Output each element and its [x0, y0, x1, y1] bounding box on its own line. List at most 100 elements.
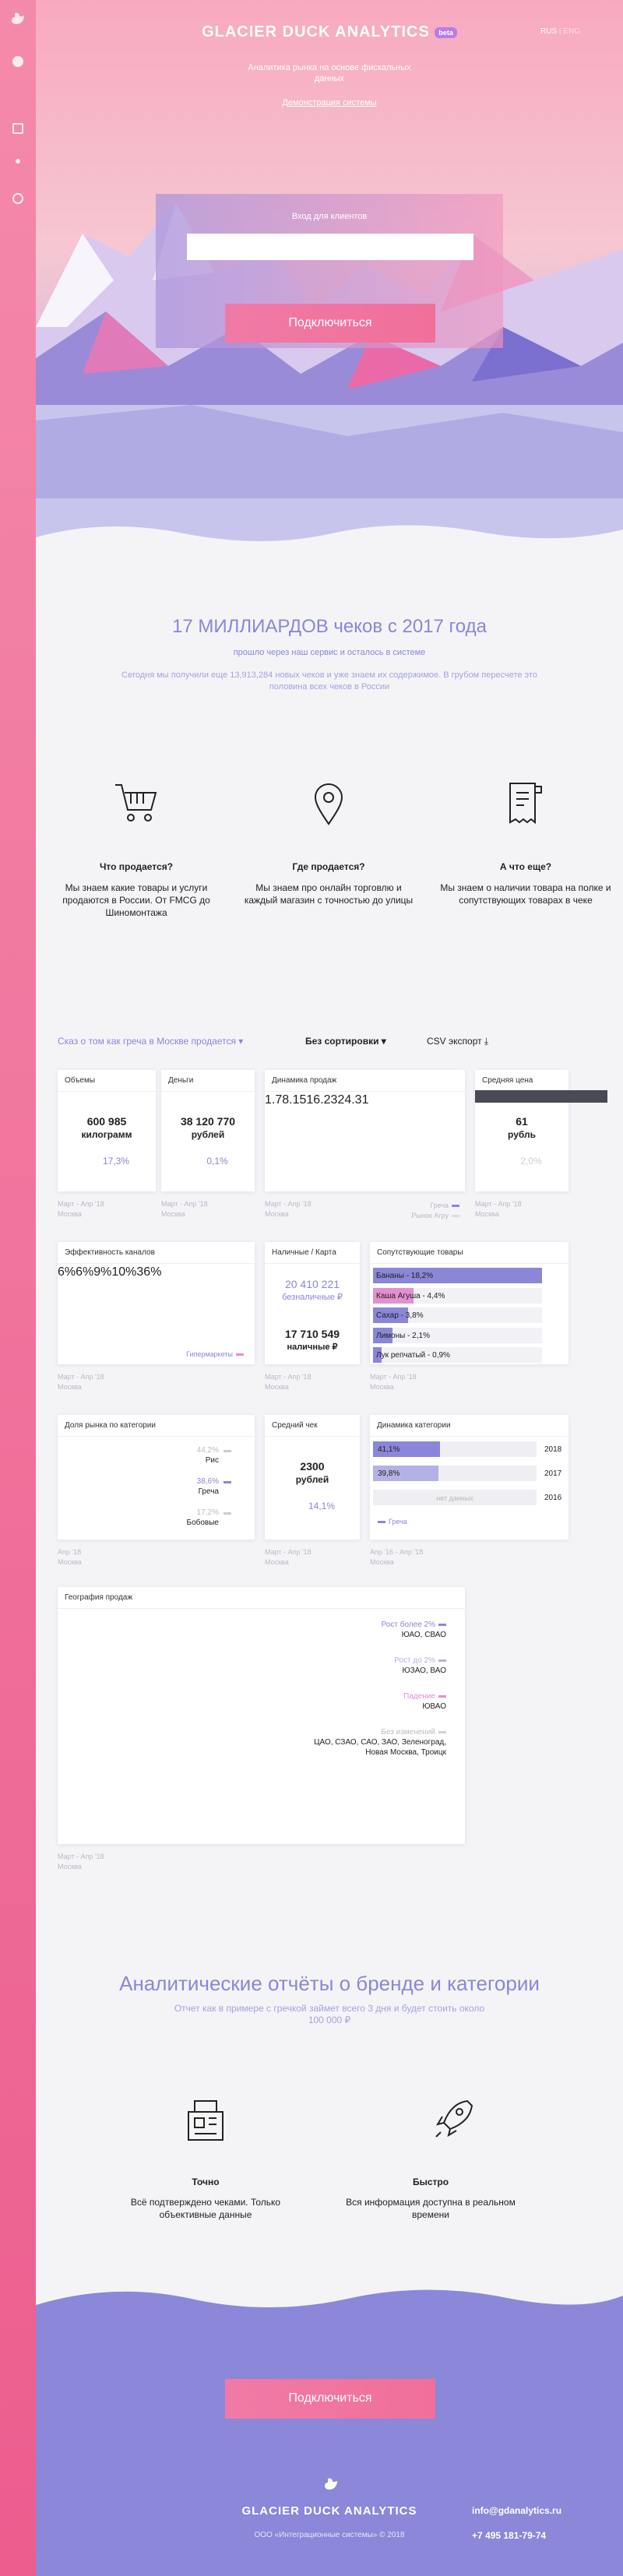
legend-swatch	[452, 1215, 459, 1218]
brand-text: GLACIER DUCK ANALYTICS	[202, 23, 430, 40]
legend-label: Греча	[389, 1518, 407, 1526]
connect-button[interactable]: Подключиться	[225, 304, 435, 343]
footer-logo	[325, 2478, 337, 2490]
lock-icon[interactable]	[12, 56, 23, 67]
share-value: 44,2%	[196, 1446, 219, 1455]
card-caption: Апр '18 Москва	[58, 1547, 82, 1568]
card: Динамика продаж 1.78.1516.2324.31	[265, 1070, 465, 1191]
card-caption: Март - Апр '18 Москва	[58, 1372, 104, 1392]
register-icon	[188, 2100, 224, 2141]
grid-icon[interactable]	[12, 123, 23, 134]
share-swatch	[224, 1450, 231, 1452]
cart-icon	[115, 784, 157, 822]
card: Объемы 600 985 килограмм 17,3%	[58, 1070, 156, 1191]
kpi-change: 17,3%	[102, 1156, 130, 1167]
footer-company: ООО «Интеграционные системы» © 2018	[254, 2531, 405, 2539]
lang-ru[interactable]: RUS	[540, 27, 558, 36]
card-caption: Март - Апр '18 Москва	[161, 1199, 208, 1219]
demo-link[interactable]: Демонстрация системы	[282, 98, 377, 107]
login-input[interactable]	[187, 234, 473, 260]
legend: Греча Рынок Агру	[358, 1201, 459, 1221]
stats-text: Сегодня мы получили еще 13,913,284 новых…	[121, 670, 537, 692]
dot-icon[interactable]	[16, 159, 20, 164]
legend-label: Рынок Агру	[411, 1212, 449, 1219]
feature-title: Точно	[192, 2177, 220, 2187]
kpi-change: 0,1%	[206, 1156, 228, 1167]
card-city: Москва	[265, 1558, 289, 1566]
footer-connect-button[interactable]: Подключиться	[225, 2379, 435, 2419]
kpi-value: 2300	[300, 1460, 325, 1473]
row-background	[373, 1490, 537, 1505]
legend-item: Греча	[378, 1518, 407, 1526]
footer-background	[36, 2289, 623, 2576]
dynamics-label: нет данных	[436, 1494, 473, 1502]
lang-en[interactable]: ENG	[563, 27, 580, 36]
legend-label: Рост до 2%	[394, 1656, 435, 1665]
card-city: Москва	[265, 1210, 289, 1218]
card-city: Москва	[370, 1558, 394, 1566]
card-title: Доля рынка по категории	[58, 1415, 255, 1437]
card: Динамика категории 41,1% 2018 39,8% 2017 нет …	[370, 1415, 568, 1540]
x-tick-label: 16.23	[306, 1093, 338, 1107]
location-icon	[314, 783, 343, 825]
footer-phone[interactable]: +7 495 181-79-74	[472, 2530, 547, 2541]
login-label: Вход для клиентов	[291, 212, 368, 221]
legend-swatch	[438, 1694, 446, 1698]
legend-swatch	[438, 1730, 446, 1733]
reports-subtitle: Отчет как в примере с гречкой займет все…	[174, 2003, 485, 2025]
card-period: Март - Апр '18	[58, 1373, 104, 1381]
card-caption: Март - Апр '18 Москва	[475, 1199, 522, 1219]
card-period: Март - Апр '18	[475, 1200, 522, 1208]
share-value: 38,6%	[196, 1477, 219, 1486]
receipt-icon	[509, 783, 542, 825]
feature-title: Что продается?	[99, 861, 174, 872]
footer-brand: GLACIER DUCK ANALYTICS	[241, 2504, 417, 2518]
related-label: Сахар - 3,8%	[376, 1311, 424, 1320]
footer-email[interactable]: info@gdanalytics.ru	[472, 2505, 562, 2516]
query-select[interactable]: Сказ о том как греча в Москве продается …	[58, 1036, 244, 1047]
dynamics-year: 2018	[544, 1445, 562, 1454]
card-city: Москва	[161, 1210, 185, 1218]
card-city: Москва	[58, 1558, 82, 1566]
kpi-unit: рублей	[191, 1129, 225, 1140]
card-title: Сопутствующие товары	[370, 1242, 568, 1264]
share-value: 17,2%	[196, 1508, 219, 1517]
hero-background	[36, 0, 623, 553]
feature-text: Всё подтверждено чеками. Только объектив…	[130, 2197, 281, 2220]
card-title: Наличные / Карта	[265, 1242, 360, 1264]
card-title: Динамика продаж	[265, 1070, 465, 1092]
sort-select[interactable]: Без сортировки ▾	[305, 1036, 386, 1047]
dynamics-year: 2017	[544, 1469, 562, 1478]
card-label: безналичные ₽	[282, 1293, 343, 1302]
card-title: Объемы	[58, 1070, 156, 1092]
legend-label: Падение	[403, 1692, 435, 1701]
legend-districts: ЮВАО	[422, 1702, 446, 1711]
legend-label: Гипермаркеты	[186, 1350, 233, 1358]
dynamics-label: 39,8%	[378, 1469, 400, 1478]
legend-item: Рынок Агру	[358, 1211, 459, 1221]
legend-item: Гипермаркеты	[186, 1350, 244, 1358]
share-name: Бобовые	[186, 1519, 219, 1527]
card-title: Средняя цена	[475, 1070, 568, 1092]
settings-icon[interactable]	[12, 193, 23, 204]
feature-title: А что еще?	[499, 861, 552, 872]
card-caption: Март - Апр '18 Москва	[265, 1547, 312, 1568]
row-background	[373, 1347, 542, 1363]
csv-export[interactable]: CSV экспорт ⤓	[427, 1036, 489, 1047]
card-city: Москва	[475, 1210, 499, 1218]
legend-districts: ЮЗАО, ВАО	[402, 1666, 447, 1675]
x-tick-label: 8.15	[282, 1093, 307, 1107]
kpi-change: 2,0%	[520, 1156, 542, 1167]
card-city: Москва	[58, 1863, 82, 1870]
kpi-change: 14,1%	[308, 1501, 336, 1511]
feature-text: Вся информация доступна в реальном време…	[346, 2197, 516, 2220]
related-bar	[373, 1287, 414, 1304]
legend-swatch	[452, 1205, 459, 1208]
share-swatch	[224, 1481, 231, 1483]
cash-label: наличные ₽	[287, 1343, 338, 1352]
card: Наличные / Карта 20 410 221 безналичные ₽ 1…	[265, 1242, 360, 1364]
share-name: Греча	[198, 1487, 219, 1496]
related-bar	[373, 1347, 382, 1363]
card-caption: Апр '16 - Апр '18 Москва	[370, 1547, 423, 1568]
card-period: Март - Апр '18	[265, 1200, 312, 1208]
